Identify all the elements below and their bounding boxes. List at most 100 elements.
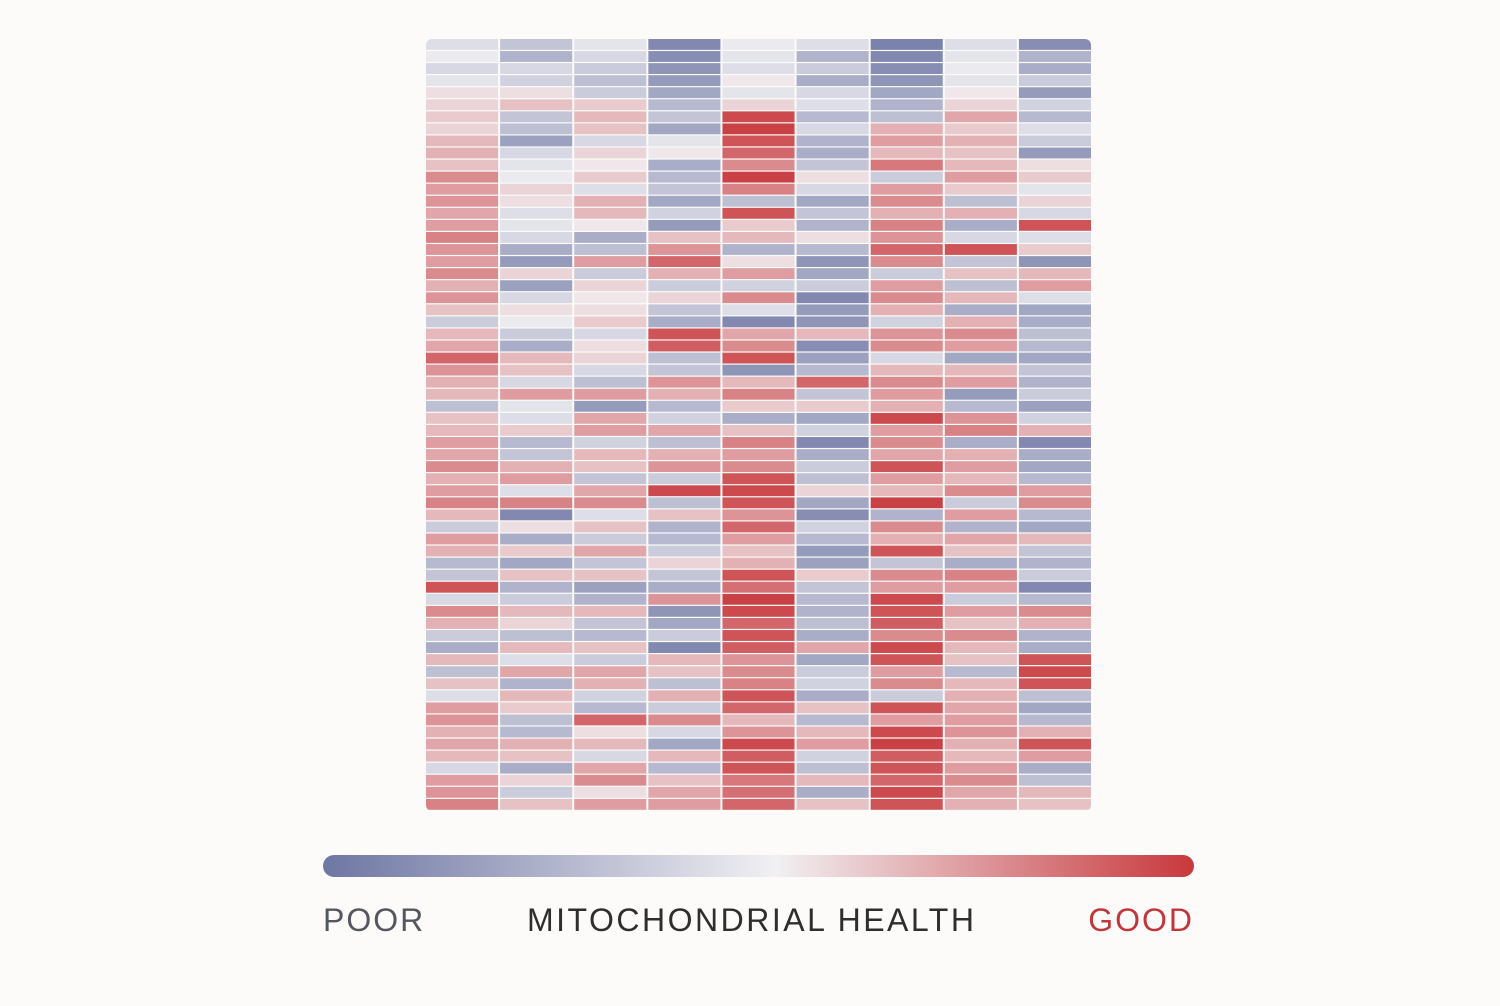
heatmap-cell bbox=[944, 497, 1017, 509]
heatmap-cell bbox=[796, 678, 869, 690]
heatmap-cell bbox=[1018, 340, 1091, 352]
heatmap-cell bbox=[1018, 425, 1091, 436]
heatmap-cell bbox=[870, 99, 943, 111]
heatmap-cell bbox=[722, 642, 795, 653]
heatmap-cell bbox=[426, 268, 499, 280]
heatmap-cell bbox=[944, 714, 1017, 726]
heatmap-cell bbox=[870, 244, 943, 255]
heatmap-cell bbox=[944, 39, 1017, 50]
heatmap-cell bbox=[870, 376, 943, 388]
heatmap-cell bbox=[796, 256, 869, 267]
heatmap-cell bbox=[722, 618, 795, 629]
heatmap-cell bbox=[500, 774, 573, 786]
scale-title: MITOCHONDRIAL HEALTH bbox=[527, 902, 977, 938]
heatmap-cell bbox=[944, 774, 1017, 786]
heatmap-cell bbox=[574, 497, 647, 509]
heatmap-cell bbox=[574, 75, 647, 87]
heatmap-cell bbox=[1018, 328, 1091, 340]
heatmap-cell bbox=[648, 51, 721, 62]
heatmap-cell bbox=[796, 183, 869, 195]
heatmap-cell bbox=[648, 569, 721, 581]
heatmap-cell bbox=[870, 437, 943, 448]
heatmap-cell bbox=[722, 304, 795, 316]
heatmap-cell bbox=[796, 280, 869, 292]
heatmap-cell bbox=[574, 521, 647, 533]
heatmap-cell bbox=[870, 473, 943, 485]
heatmap-cell bbox=[870, 762, 943, 774]
heatmap-cell bbox=[648, 473, 721, 485]
heatmap-cell bbox=[426, 400, 499, 412]
heatmap-cell bbox=[648, 714, 721, 726]
heatmap-cell bbox=[944, 593, 1017, 605]
heatmap-cell bbox=[722, 425, 795, 436]
heatmap-cell bbox=[796, 762, 869, 774]
heatmap-cell bbox=[722, 123, 795, 135]
heatmap-cell bbox=[648, 509, 721, 521]
heatmap-cell bbox=[796, 497, 869, 509]
heatmap-cell bbox=[870, 509, 943, 521]
heatmap-cell bbox=[574, 762, 647, 774]
heatmap-cell bbox=[944, 557, 1017, 569]
heatmap-cell bbox=[796, 618, 869, 629]
heatmap-cell bbox=[500, 605, 573, 617]
heatmap-cell bbox=[870, 557, 943, 569]
heatmap-cell bbox=[574, 183, 647, 195]
heatmap-cell bbox=[1018, 509, 1091, 521]
heatmap-cell bbox=[870, 171, 943, 183]
heatmap-cell bbox=[1018, 654, 1091, 666]
heatmap-cell bbox=[500, 437, 573, 448]
heatmap-cell bbox=[648, 171, 721, 183]
heatmap-cell bbox=[1018, 75, 1091, 87]
heatmap-cell bbox=[796, 63, 869, 74]
heatmap-cell bbox=[796, 388, 869, 400]
heatmap-cell bbox=[574, 473, 647, 485]
heatmap-cell bbox=[796, 171, 869, 183]
heatmap-cell bbox=[944, 425, 1017, 436]
heatmap-cell bbox=[426, 581, 499, 593]
heatmap-cell bbox=[1018, 123, 1091, 135]
heatmap-cell bbox=[722, 762, 795, 774]
heatmap-cell bbox=[1018, 774, 1091, 786]
heatmap-cell bbox=[1018, 316, 1091, 328]
heatmap-cell bbox=[648, 425, 721, 436]
heatmap-cell bbox=[796, 702, 869, 714]
heatmap-cell bbox=[870, 533, 943, 545]
heatmap-cell bbox=[500, 340, 573, 352]
heatmap-cell bbox=[500, 509, 573, 521]
heatmap-cell bbox=[944, 340, 1017, 352]
heatmap-cell bbox=[1018, 449, 1091, 460]
heatmap-cell bbox=[574, 159, 647, 171]
heatmap-cell bbox=[574, 798, 647, 810]
heatmap-cell bbox=[648, 593, 721, 605]
heatmap-cell bbox=[870, 159, 943, 171]
heatmap-cell bbox=[574, 569, 647, 581]
heatmap-cell bbox=[500, 557, 573, 569]
heatmap-cell bbox=[648, 750, 721, 762]
heatmap-cell bbox=[944, 111, 1017, 123]
heatmap-cell bbox=[500, 364, 573, 376]
heatmap-cell bbox=[1018, 569, 1091, 581]
heatmap-cell bbox=[944, 244, 1017, 255]
heatmap-cell bbox=[426, 219, 499, 231]
heatmap-cell bbox=[500, 666, 573, 678]
heatmap-cell bbox=[1018, 750, 1091, 762]
heatmap-cell bbox=[426, 509, 499, 521]
heatmap-cell bbox=[426, 750, 499, 762]
heatmap-cell bbox=[722, 316, 795, 328]
heatmap-cell bbox=[796, 425, 869, 436]
heatmap-cell bbox=[796, 207, 869, 219]
heatmap-cell bbox=[1018, 39, 1091, 50]
heatmap-cell bbox=[500, 714, 573, 726]
heatmap-cell bbox=[500, 678, 573, 690]
heatmap-cell bbox=[426, 485, 499, 497]
heatmap-cell bbox=[500, 292, 573, 304]
heatmap-cell bbox=[796, 268, 869, 280]
heatmap-cell bbox=[648, 183, 721, 195]
heatmap-cell bbox=[648, 786, 721, 798]
heatmap-cell bbox=[1018, 147, 1091, 159]
heatmap-cell bbox=[574, 99, 647, 111]
heatmap-cell bbox=[426, 618, 499, 629]
heatmap-cell bbox=[870, 654, 943, 666]
heatmap-cell bbox=[500, 449, 573, 460]
heatmap-cell bbox=[1018, 678, 1091, 690]
